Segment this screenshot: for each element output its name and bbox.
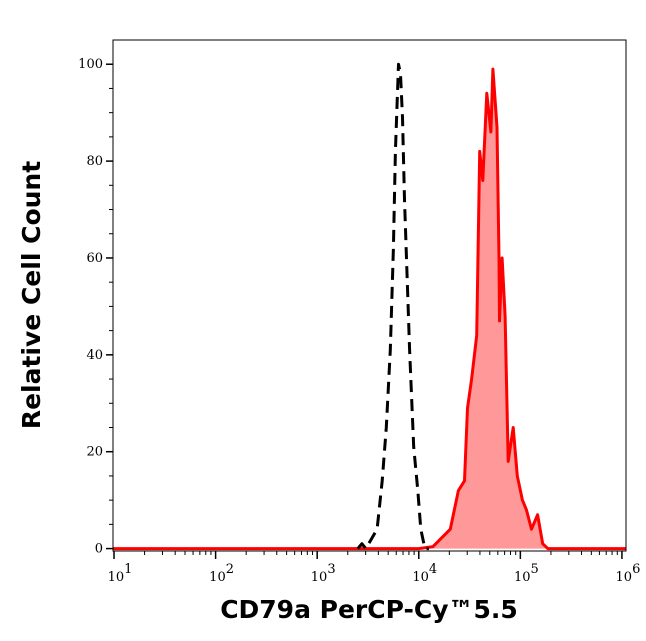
- y-tick-label: 0: [95, 542, 103, 557]
- y-tick-label: 60: [86, 251, 103, 266]
- plot-marks: [113, 62, 626, 551]
- x-tick-exponent: 2: [226, 562, 234, 577]
- x-tick-label: 101: [108, 562, 133, 585]
- x-tick-exponent: 3: [327, 562, 335, 577]
- y-axis-title: Relative Cell Count: [17, 161, 46, 429]
- y-tick-label: 100: [78, 57, 103, 72]
- x-tick-base: 10: [311, 570, 328, 585]
- x-tick-base: 10: [412, 570, 429, 585]
- series-line-0: [356, 62, 429, 551]
- x-tick-base: 10: [514, 570, 531, 585]
- x-axis-title: CD79a PerCP-Cy™5.5: [220, 595, 518, 624]
- y-axis: 0 20 40 60 80 100: [78, 57, 113, 557]
- x-tick-base: 10: [209, 570, 226, 585]
- y-tick-label: 80: [86, 154, 103, 169]
- x-tick-label: 102: [209, 562, 234, 585]
- x-tick-exponent: 6: [632, 562, 640, 577]
- x-tick-exponent: 4: [429, 562, 437, 577]
- x-tick-base: 10: [108, 570, 125, 585]
- x-tick-label: 104: [412, 562, 437, 585]
- x-tick-base: 10: [616, 570, 633, 585]
- series-fill-1: [113, 69, 626, 549]
- x-tick-label: 103: [311, 562, 336, 585]
- x-tick-label: 106: [616, 562, 641, 585]
- x-tick-exponent: 5: [530, 562, 538, 577]
- plot-frame: [112, 39, 627, 552]
- y-tick-label: 20: [86, 445, 103, 460]
- x-tick-exponent: 1: [124, 562, 132, 577]
- y-tick-label: 40: [86, 348, 103, 363]
- x-tick-label: 105: [514, 562, 539, 585]
- series-line-1: [113, 67, 626, 551]
